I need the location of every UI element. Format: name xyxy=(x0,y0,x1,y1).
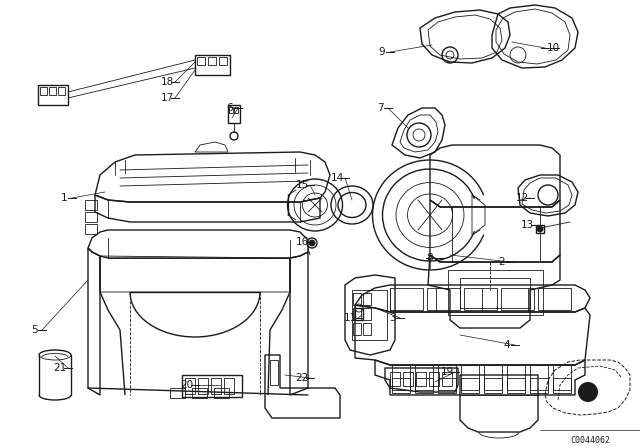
Bar xyxy=(553,365,571,393)
Text: 1: 1 xyxy=(61,193,67,203)
Bar xyxy=(229,107,233,113)
Bar xyxy=(460,278,530,308)
Bar xyxy=(363,293,371,305)
Text: 20: 20 xyxy=(180,380,193,390)
Bar xyxy=(464,288,497,310)
Bar xyxy=(353,323,361,335)
Text: 21: 21 xyxy=(53,363,67,373)
Bar xyxy=(85,212,97,222)
Bar xyxy=(228,105,240,123)
Bar xyxy=(390,372,400,386)
Bar xyxy=(211,378,221,394)
Bar xyxy=(49,87,56,95)
Text: 2: 2 xyxy=(499,257,506,267)
Bar xyxy=(501,288,534,310)
Bar xyxy=(198,378,208,394)
Bar xyxy=(224,378,234,394)
Text: 12: 12 xyxy=(515,193,529,203)
Bar xyxy=(182,375,242,397)
Bar xyxy=(353,308,361,320)
Text: 8: 8 xyxy=(427,253,433,263)
Text: 11: 11 xyxy=(344,313,356,323)
Text: 5: 5 xyxy=(31,325,37,335)
Text: 10: 10 xyxy=(547,43,559,53)
Text: 3: 3 xyxy=(388,313,396,323)
Bar xyxy=(438,365,456,393)
Bar xyxy=(427,288,460,310)
Bar xyxy=(363,323,371,335)
Bar xyxy=(461,365,479,393)
Text: 22: 22 xyxy=(296,373,308,383)
Text: 7: 7 xyxy=(377,103,383,113)
Bar xyxy=(553,378,571,390)
Bar xyxy=(197,57,205,65)
Bar xyxy=(507,378,525,390)
Bar xyxy=(442,372,452,386)
Bar xyxy=(363,308,371,320)
Bar xyxy=(390,288,423,310)
Circle shape xyxy=(309,240,315,246)
Bar xyxy=(392,378,410,390)
Bar xyxy=(403,372,413,386)
Bar xyxy=(85,200,97,210)
Bar xyxy=(429,372,439,386)
Bar xyxy=(352,290,387,340)
Bar xyxy=(234,107,238,113)
Bar xyxy=(219,57,227,65)
Bar xyxy=(530,378,548,390)
Bar xyxy=(538,288,571,310)
Bar xyxy=(85,224,97,234)
Text: 18: 18 xyxy=(161,77,173,87)
Text: 9: 9 xyxy=(379,47,385,57)
Bar xyxy=(40,87,47,95)
Bar xyxy=(448,270,543,315)
Bar xyxy=(415,365,433,393)
Bar xyxy=(195,55,230,75)
Bar xyxy=(484,365,502,393)
Bar xyxy=(536,225,544,233)
Text: 13: 13 xyxy=(520,220,534,230)
Bar xyxy=(208,57,216,65)
Bar xyxy=(38,85,68,105)
Bar xyxy=(192,388,207,398)
Circle shape xyxy=(578,382,598,402)
Bar xyxy=(416,372,426,386)
Bar xyxy=(415,378,433,390)
Text: 16: 16 xyxy=(296,237,308,247)
Bar xyxy=(355,308,363,320)
Bar xyxy=(484,378,502,390)
Bar xyxy=(438,378,456,390)
Text: C0044062: C0044062 xyxy=(570,435,610,444)
Text: 4: 4 xyxy=(504,340,510,350)
Bar xyxy=(170,388,185,398)
Text: 14: 14 xyxy=(330,173,344,183)
Circle shape xyxy=(537,226,543,232)
Text: 6: 6 xyxy=(227,103,234,113)
Bar xyxy=(270,360,278,385)
Bar xyxy=(392,365,410,393)
Bar xyxy=(58,87,65,95)
Bar xyxy=(530,365,548,393)
Text: 15: 15 xyxy=(296,180,308,190)
Bar xyxy=(461,378,479,390)
Text: 17: 17 xyxy=(161,93,173,103)
Bar xyxy=(353,293,361,305)
Bar xyxy=(185,378,195,394)
Text: 19: 19 xyxy=(440,367,454,377)
Bar xyxy=(507,365,525,393)
Bar xyxy=(214,388,229,398)
